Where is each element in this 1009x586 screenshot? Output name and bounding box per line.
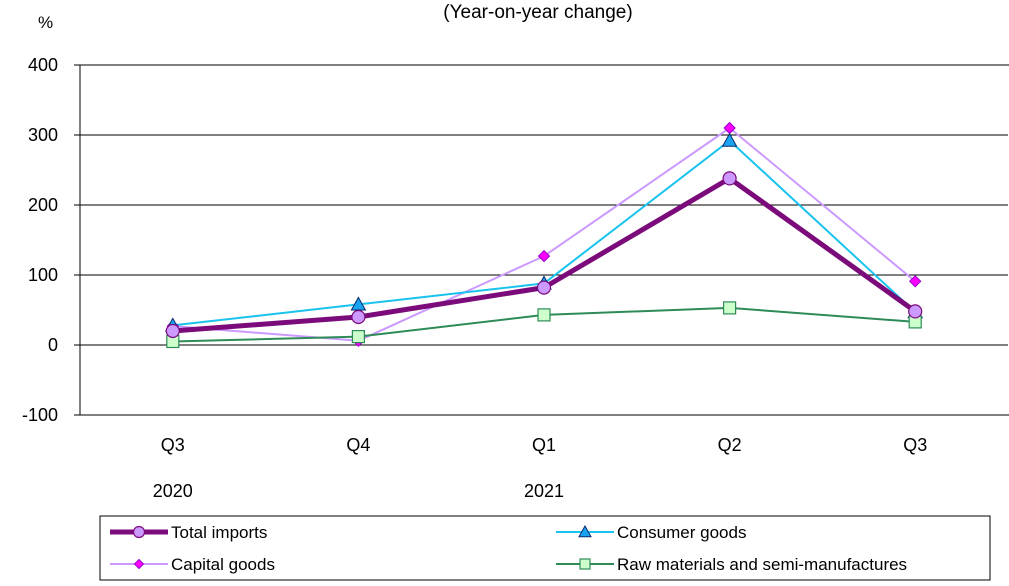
legend-marker: [579, 558, 591, 570]
y-tick-label: 100: [28, 265, 58, 285]
x-tick-label: Q2: [718, 435, 742, 455]
y-axis-ticks: -100 0 100 200 300 400: [22, 55, 80, 425]
x-tick-label: Q1: [532, 435, 556, 455]
data-point: [351, 330, 365, 344]
legend-label: Total imports: [171, 523, 267, 542]
chart-title: (Year-on-year change): [443, 2, 632, 23]
legend-marker: [578, 524, 592, 538]
legend-marker: [133, 558, 145, 570]
x-tick-label: Q4: [346, 435, 370, 455]
x-axis-ticks: Q3 Q4 Q1 Q2 Q3: [161, 435, 927, 455]
y-axis-label: %: [38, 13, 53, 32]
y-tick-label: -100: [22, 405, 58, 425]
legend-label: Consumer goods: [617, 523, 746, 542]
x-tick-label: Q3: [903, 435, 927, 455]
year-labels: 2020 2021: [153, 481, 564, 501]
series-markers: [164, 121, 924, 349]
data-point: [908, 304, 923, 319]
legend: Total imports Consumer goods Capital goods…: [99, 515, 991, 581]
year-label: 2020: [153, 481, 193, 501]
y-tick-label: 300: [28, 125, 58, 145]
legend-box: [99, 515, 991, 581]
data-point: [537, 249, 551, 263]
data-point: [908, 275, 922, 288]
data-point: [351, 309, 366, 325]
y-tick-label: 200: [28, 195, 58, 215]
y-tick-label: 400: [28, 55, 58, 75]
data-point: [536, 280, 552, 295]
plot-area: [79, 64, 1009, 416]
year-label: 2021: [524, 481, 564, 501]
legend-label: Raw materials and semi-manufactures: [617, 555, 907, 574]
data-point: [165, 323, 180, 339]
y-tick-label: 0: [48, 335, 58, 355]
gridlines: [80, 134, 1008, 346]
data-point: [722, 301, 737, 315]
data-point: [722, 171, 737, 186]
x-tick-label: Q3: [161, 435, 185, 455]
data-point: [537, 308, 551, 322]
data-point: [721, 132, 738, 147]
legend-marker: [132, 525, 146, 539]
legend-label: Capital goods: [171, 555, 275, 574]
